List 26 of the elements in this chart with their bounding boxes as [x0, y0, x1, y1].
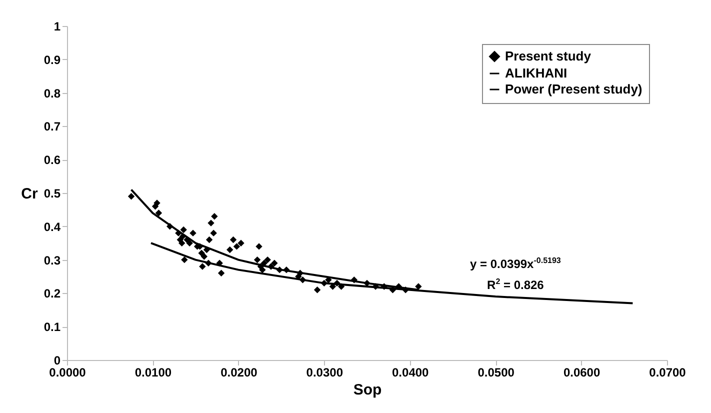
y-tick-label: 0.5: [44, 186, 61, 200]
y-tick-label: 0.3: [44, 253, 61, 268]
x-tick-label: 0.0600: [563, 366, 600, 380]
y-tick-label: 0.4: [44, 220, 61, 234]
x-axis-title: Sop: [353, 382, 382, 398]
x-tick-label: 0.0300: [306, 366, 344, 380]
x-tick-label: 0.0400: [392, 366, 430, 380]
y-tick-label: 0.9: [44, 52, 61, 67]
legend-label: Power (Present study): [505, 82, 642, 96]
legend-label: ALIKHANI: [505, 66, 568, 80]
y-tick-label: 0.2: [44, 286, 61, 301]
legend-label: Present study: [505, 48, 592, 64]
y-tick-label: 0.7: [44, 120, 61, 134]
y-tick-label: 1: [54, 20, 61, 34]
y-tick-label: 0: [54, 354, 61, 368]
y-tick-label: 0.8: [44, 86, 61, 100]
y-tick-label: 0.1: [44, 320, 61, 334]
x-tick-label: 0.0100: [134, 366, 172, 380]
annotation: y = 0.0399x$^{-0.5193}$: [470, 255, 561, 273]
y-tick-label: 0.6: [44, 153, 61, 168]
y-axis-title: Cr: [21, 186, 38, 202]
x-tick-label: 0.0000: [49, 366, 86, 380]
x-tick-label: 0.0700: [649, 366, 686, 380]
x-tick-label: 0.0200: [220, 366, 258, 380]
annotation: R$^{2}$ = 0.826: [486, 276, 545, 294]
x-tick-label: 0.0500: [478, 366, 515, 380]
